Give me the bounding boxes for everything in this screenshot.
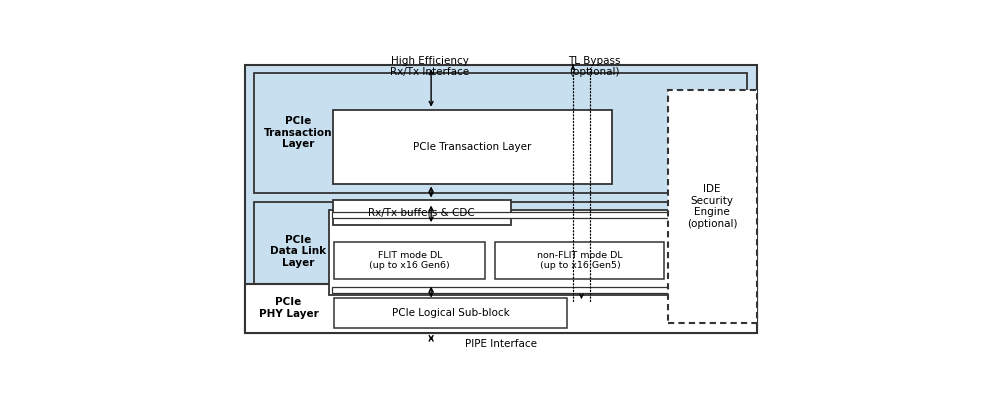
Bar: [332, 287, 674, 293]
Text: PCIe
Transaction
Layer: PCIe Transaction Layer: [264, 116, 332, 149]
Text: Rx/Tx buffers & CDC: Rx/Tx buffers & CDC: [368, 208, 475, 218]
Bar: [333, 110, 612, 184]
Bar: [668, 90, 757, 323]
Text: High Efficiency
Rx/Tx Interface: High Efficiency Rx/Tx Interface: [390, 56, 469, 77]
Bar: [245, 65, 757, 333]
Bar: [254, 202, 747, 300]
Bar: [334, 242, 485, 279]
Text: PCIe
Data Link
Layer: PCIe Data Link Layer: [270, 235, 326, 268]
Bar: [333, 200, 511, 225]
Bar: [254, 73, 747, 193]
Bar: [334, 298, 567, 328]
Text: FLIT mode DL
(up to x16 Gen6): FLIT mode DL (up to x16 Gen6): [369, 251, 450, 270]
Bar: [245, 284, 757, 333]
Text: PCIe
PHY Layer: PCIe PHY Layer: [259, 298, 318, 319]
Bar: [332, 212, 674, 218]
Text: PIPE Interface: PIPE Interface: [465, 339, 537, 349]
Bar: [329, 210, 678, 295]
Text: non-FLIT mode DL
(up to x16 Gen5): non-FLIT mode DL (up to x16 Gen5): [537, 251, 623, 270]
Bar: [495, 242, 664, 279]
Text: TL Bypass
(optional): TL Bypass (optional): [568, 56, 620, 77]
Text: PCIe Transaction Layer: PCIe Transaction Layer: [413, 142, 531, 152]
Text: PCIe Logical Sub-block: PCIe Logical Sub-block: [392, 308, 509, 318]
Text: IDE
Security
Engine
(optional): IDE Security Engine (optional): [687, 184, 737, 229]
